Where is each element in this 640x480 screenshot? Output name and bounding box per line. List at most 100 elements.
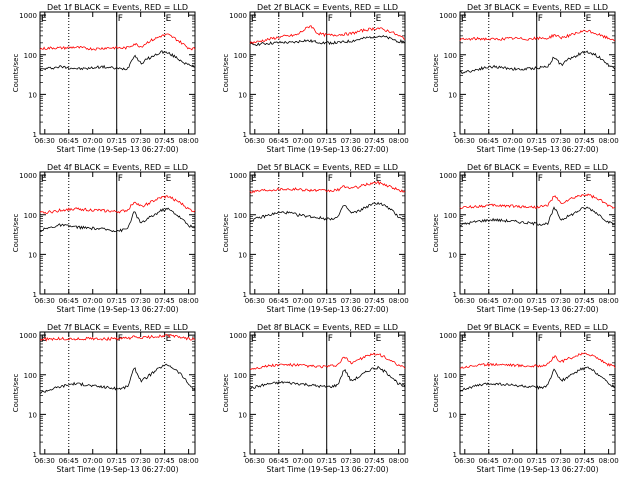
- x-tick-label: 07:45: [575, 297, 595, 305]
- x-tick-label: 07:15: [317, 297, 337, 305]
- x-axis-label: Start Time (19-Sep-13 06:27:00): [57, 305, 179, 314]
- x-tick-label: 07:15: [107, 297, 127, 305]
- x-tick-label: 07:45: [365, 457, 385, 465]
- y-tick-label: 1: [33, 451, 37, 459]
- x-axis-label: Start Time (19-Sep-13 06:27:00): [267, 145, 389, 154]
- x-tick-label: 07:00: [293, 297, 313, 305]
- y-tick-label: 10: [238, 91, 247, 99]
- y-axis-label: Counts/sec: [12, 374, 20, 413]
- x-tick-label: 07:30: [341, 457, 361, 465]
- y-tick-label: 1000: [439, 12, 457, 20]
- y-tick-label: 10: [238, 411, 247, 419]
- x-tick-label: 07:30: [131, 457, 151, 465]
- interval-marker: E: [41, 14, 47, 24]
- plot-frame: [459, 11, 616, 135]
- y-axis-label: Counts/sec: [222, 374, 230, 413]
- interval-marker: F: [118, 174, 123, 184]
- detector-panel: Det 2f BLACK = Events, RED = LLD 1 10 100 10…: [222, 3, 409, 154]
- x-tick-label: 07:15: [527, 137, 547, 145]
- interval-marker: F: [328, 14, 333, 24]
- x-tick-label: 06:45: [269, 137, 289, 145]
- x-tick-label: 08:00: [389, 297, 409, 305]
- interval-marker: F: [328, 334, 333, 344]
- events-series-line: [459, 366, 616, 393]
- x-tick-label: 06:30: [455, 137, 475, 145]
- detector-panel: Det 7f BLACK = Events, RED = LLD 1 10 100 10…: [12, 323, 199, 474]
- x-tick-label: 07:00: [503, 137, 523, 145]
- x-tick-label: 07:00: [293, 457, 313, 465]
- x-tick-label: 07:00: [83, 457, 103, 465]
- x-tick-label: 06:30: [35, 137, 55, 145]
- x-tick-label: 08:00: [389, 457, 409, 465]
- events-series-line: [249, 365, 406, 390]
- x-tick-label: 07:00: [83, 297, 103, 305]
- plot-frame: [39, 171, 196, 295]
- events-series-line: [459, 206, 616, 227]
- y-tick-label: 100: [444, 212, 457, 220]
- lld-series-line: [249, 180, 406, 194]
- lld-series-line: [459, 193, 616, 210]
- detector-panel: Det 6f BLACK = Events, RED = LLD 1 10 100 10…: [432, 163, 619, 314]
- y-axis-label: Counts/sec: [432, 54, 440, 93]
- x-tick-label: 06:45: [479, 137, 499, 145]
- y-tick-label: 1: [453, 451, 457, 459]
- y-tick-label: 1: [243, 451, 247, 459]
- interval-marker: E: [376, 334, 382, 344]
- y-tick-label: 1: [33, 291, 37, 299]
- y-tick-label: 10: [448, 251, 457, 259]
- lld-series-line: [459, 29, 616, 42]
- y-tick-label: 10: [28, 91, 37, 99]
- panel-title: Det 6f BLACK = Events, RED = LLD: [467, 163, 608, 172]
- lld-series-line: [39, 33, 196, 51]
- y-axis-label: Counts/sec: [12, 214, 20, 253]
- y-axis-label: Counts/sec: [222, 214, 230, 253]
- interval-marker: E: [251, 14, 257, 24]
- x-axis-label: Start Time (19-Sep-13 06:27:00): [267, 465, 389, 474]
- x-tick-label: 06:45: [59, 457, 79, 465]
- plot-frame: [39, 331, 196, 455]
- lld-series-line: [459, 352, 616, 369]
- interval-marker: E: [166, 334, 172, 344]
- lld-series-line: [249, 352, 406, 370]
- y-axis-label: Counts/sec: [12, 54, 20, 93]
- x-tick-label: 08:00: [599, 137, 619, 145]
- detector-panel: Det 1f BLACK = Events, RED = LLD 1 10 100 10…: [12, 3, 199, 154]
- x-tick-label: 06:30: [245, 457, 265, 465]
- x-tick-label: 07:00: [83, 137, 103, 145]
- interval-marker: E: [376, 174, 382, 184]
- y-axis-label: Counts/sec: [432, 374, 440, 413]
- x-tick-label: 07:15: [317, 457, 337, 465]
- plot-frame: [459, 331, 616, 455]
- plot-frame: [249, 171, 406, 295]
- x-tick-label: 08:00: [179, 457, 199, 465]
- x-tick-label: 06:45: [269, 297, 289, 305]
- plot-frame: [39, 11, 196, 135]
- interval-marker: F: [118, 14, 123, 24]
- x-tick-label: 06:45: [269, 457, 289, 465]
- x-axis-label: Start Time (19-Sep-13 06:27:00): [477, 305, 599, 314]
- interval-marker: F: [538, 174, 543, 184]
- interval-marker: E: [586, 174, 592, 184]
- x-tick-label: 06:30: [455, 457, 475, 465]
- panel-title: Det 8f BLACK = Events, RED = LLD: [257, 323, 398, 332]
- x-tick-label: 07:45: [575, 457, 595, 465]
- x-tick-label: 07:45: [365, 137, 385, 145]
- interval-marker: E: [461, 334, 467, 344]
- x-tick-label: 07:00: [503, 457, 523, 465]
- panel-title: Det 4f BLACK = Events, RED = LLD: [47, 163, 188, 172]
- x-tick-label: 07:15: [107, 457, 127, 465]
- x-tick-label: 06:30: [245, 137, 265, 145]
- y-tick-label: 100: [444, 372, 457, 380]
- detector-panel: Det 9f BLACK = Events, RED = LLD 1 10 100 10…: [432, 323, 619, 474]
- x-tick-label: 08:00: [389, 137, 409, 145]
- detector-panel: Det 4f BLACK = Events, RED = LLD 1 10 100 10…: [12, 163, 199, 314]
- x-axis-label: Start Time (19-Sep-13 06:27:00): [57, 465, 179, 474]
- events-series-line: [39, 50, 195, 72]
- interval-marker: F: [328, 174, 333, 184]
- panel-title: Det 9f BLACK = Events, RED = LLD: [467, 323, 608, 332]
- y-tick-label: 1000: [229, 172, 247, 180]
- y-tick-label: 100: [234, 372, 247, 380]
- plot-frame: [459, 171, 616, 295]
- interval-marker: E: [166, 174, 172, 184]
- y-tick-label: 10: [238, 251, 247, 259]
